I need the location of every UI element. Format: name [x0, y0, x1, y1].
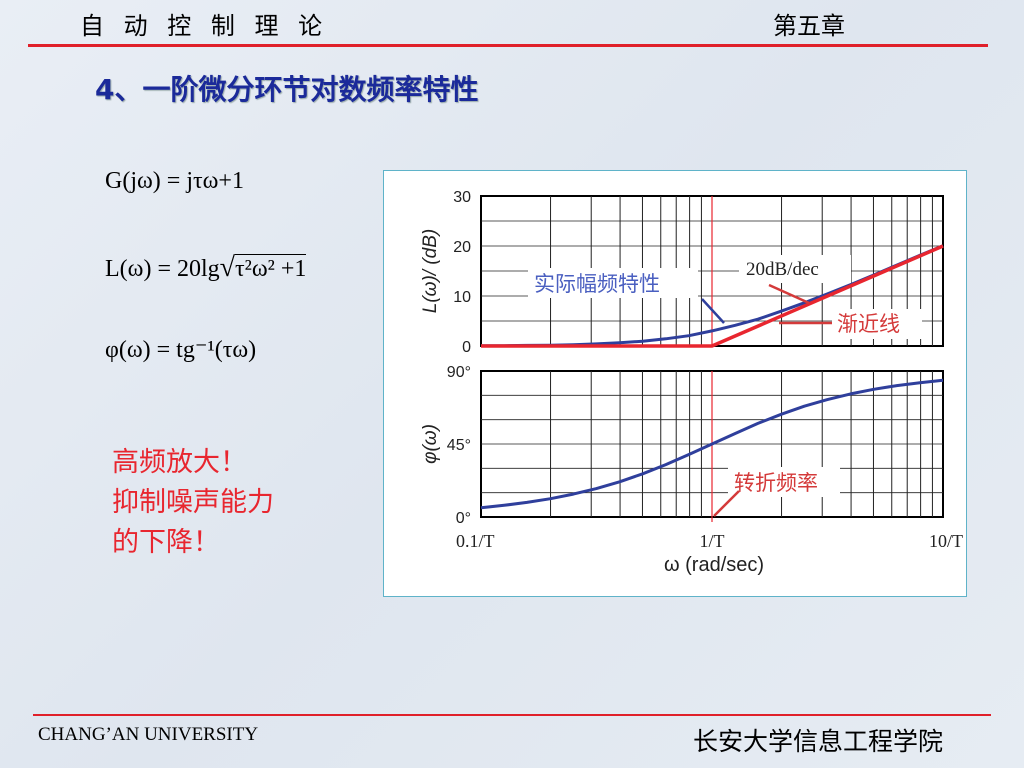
- university-name: CHANG’AN UNIVERSITY: [38, 724, 259, 745]
- y-tick-label: 30: [453, 189, 471, 206]
- annotation-slope-arrow: [768, 283, 810, 305]
- note-line-1: 高频放大！: [112, 447, 247, 478]
- annotation-bg: [832, 309, 922, 339]
- y-tick-label: 0: [462, 339, 471, 356]
- formula-g: G(jω) = jτω+1: [105, 168, 244, 194]
- note-text: 高频放大！ 抑制噪声能力 的下降！: [112, 443, 274, 563]
- college-name: 长安大学信息工程学院: [693, 727, 944, 756]
- x-tick-label: 1/T: [700, 531, 725, 551]
- annotation-bg: [528, 268, 698, 298]
- y-tick-label: 10: [453, 289, 471, 306]
- y-axis-label-magnitude: L(ω)/ (dB): [420, 229, 441, 313]
- formula-l: L(ω) = 20lg√τ²ω² +1: [105, 252, 307, 284]
- chapter-label: 第五章: [773, 12, 845, 40]
- annotation-bg: [739, 255, 851, 283]
- y-tick-label: 90°: [447, 364, 471, 381]
- note-line-3: 的下降！: [112, 527, 220, 558]
- bode-chart-frame: 30 20 10 0 90° 45° 0° L(ω)/ (dB) φ(ω) 0.1/T 1/T 10/…: [383, 170, 967, 597]
- formula-l-prefix: L(ω) = 20lg: [105, 256, 220, 282]
- note-line-2: 抑制噪声能力: [112, 487, 274, 518]
- y-tick-label: 20: [453, 239, 471, 256]
- annotation-corner-arrow: [713, 490, 740, 517]
- annotation-actual-magnitude: 实际幅频特性: [534, 273, 660, 296]
- annotation-slope: 20dB/dec: [746, 259, 819, 280]
- annotation-actual-arrow: [701, 298, 725, 324]
- sqrt-sign: √: [219, 252, 236, 283]
- annotation-corner-frequency: 转折频率: [734, 472, 818, 495]
- annotation-asymptote: 渐近线: [837, 313, 900, 336]
- annotation-bg: [728, 467, 840, 497]
- y-tick-label: 0°: [456, 510, 471, 527]
- x-tick-label: 0.1/T: [456, 531, 495, 551]
- x-tick-label: 10/T: [929, 531, 963, 551]
- formula-phi: φ(ω) = tg⁻¹(τω): [105, 337, 257, 363]
- bode-plot: 30 20 10 0 90° 45° 0° L(ω)/ (dB) φ(ω) 0.1/T 1/T 10/…: [420, 189, 963, 576]
- series-line-phase: [480, 378, 944, 510]
- header-divider: [28, 44, 988, 47]
- series-line-asymptote: [481, 244, 944, 348]
- x-axis-label: ω (rad/sec): [664, 554, 764, 576]
- formula-l-radicand: τ²ω² +1: [235, 254, 307, 282]
- footer-divider: [33, 714, 991, 716]
- course-title: 自 动 控 制 理 论: [80, 12, 329, 40]
- section-title: 4、一阶微分环节对数频率特性: [95, 73, 479, 106]
- y-tick-label: 45°: [447, 437, 471, 454]
- y-axis-label-phase: φ(ω): [420, 424, 441, 464]
